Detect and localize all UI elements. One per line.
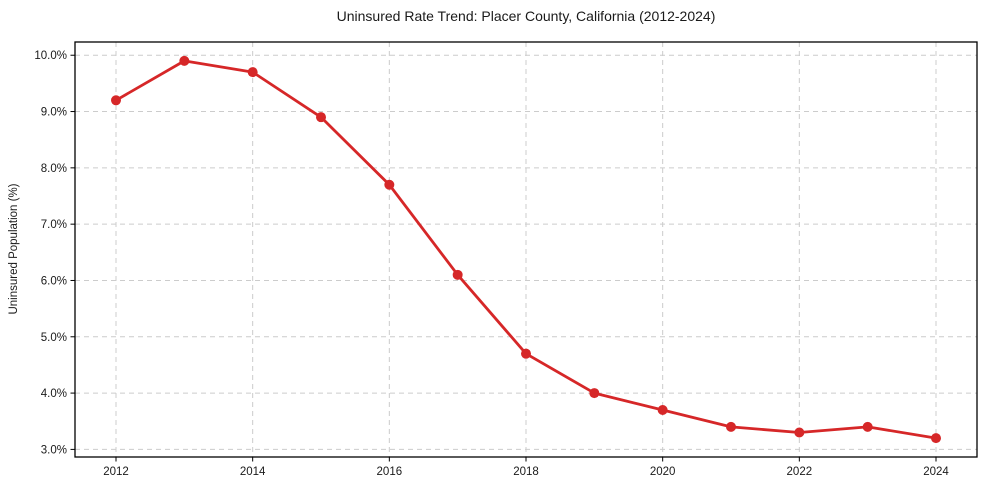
data-point-marker [726, 421, 736, 432]
y-tick-label: 6.0% [41, 275, 67, 287]
y-axis-label: Uninsured Population (%) [8, 183, 20, 315]
y-tick-label: 3.0% [41, 444, 67, 456]
data-point-marker [657, 404, 668, 415]
chart-title: Uninsured Rate Trend: Placer County, Cal… [336, 8, 716, 24]
data-point-marker [179, 55, 190, 66]
x-tick-label: 2022 [787, 466, 813, 478]
x-tick-label: 2020 [650, 466, 676, 478]
data-point-marker [862, 421, 873, 432]
data-point-marker [384, 179, 395, 190]
x-tick-label: 2012 [103, 466, 129, 478]
x-tick-label: 2014 [240, 466, 266, 478]
data-point-marker [247, 67, 258, 78]
x-tick-label: 2016 [377, 466, 403, 478]
y-tick-label: 5.0% [41, 332, 67, 344]
y-tick-label: 4.0% [41, 388, 67, 400]
data-point-marker [589, 388, 600, 399]
data-point-marker [794, 427, 805, 438]
x-tick-label: 2024 [923, 466, 949, 478]
y-tick-label: 7.0% [41, 219, 67, 231]
data-point-marker [316, 112, 326, 123]
x-tick-label: 2018 [513, 466, 539, 478]
data-point-marker [521, 348, 531, 359]
y-tick-label: 8.0% [41, 163, 67, 175]
data-point-marker [931, 433, 941, 444]
data-point-marker [111, 95, 121, 106]
data-point-marker [452, 269, 463, 280]
y-tick-label: 10.0% [34, 50, 67, 62]
y-tick-label: 9.0% [41, 107, 67, 119]
plot-border [74, 41, 978, 458]
